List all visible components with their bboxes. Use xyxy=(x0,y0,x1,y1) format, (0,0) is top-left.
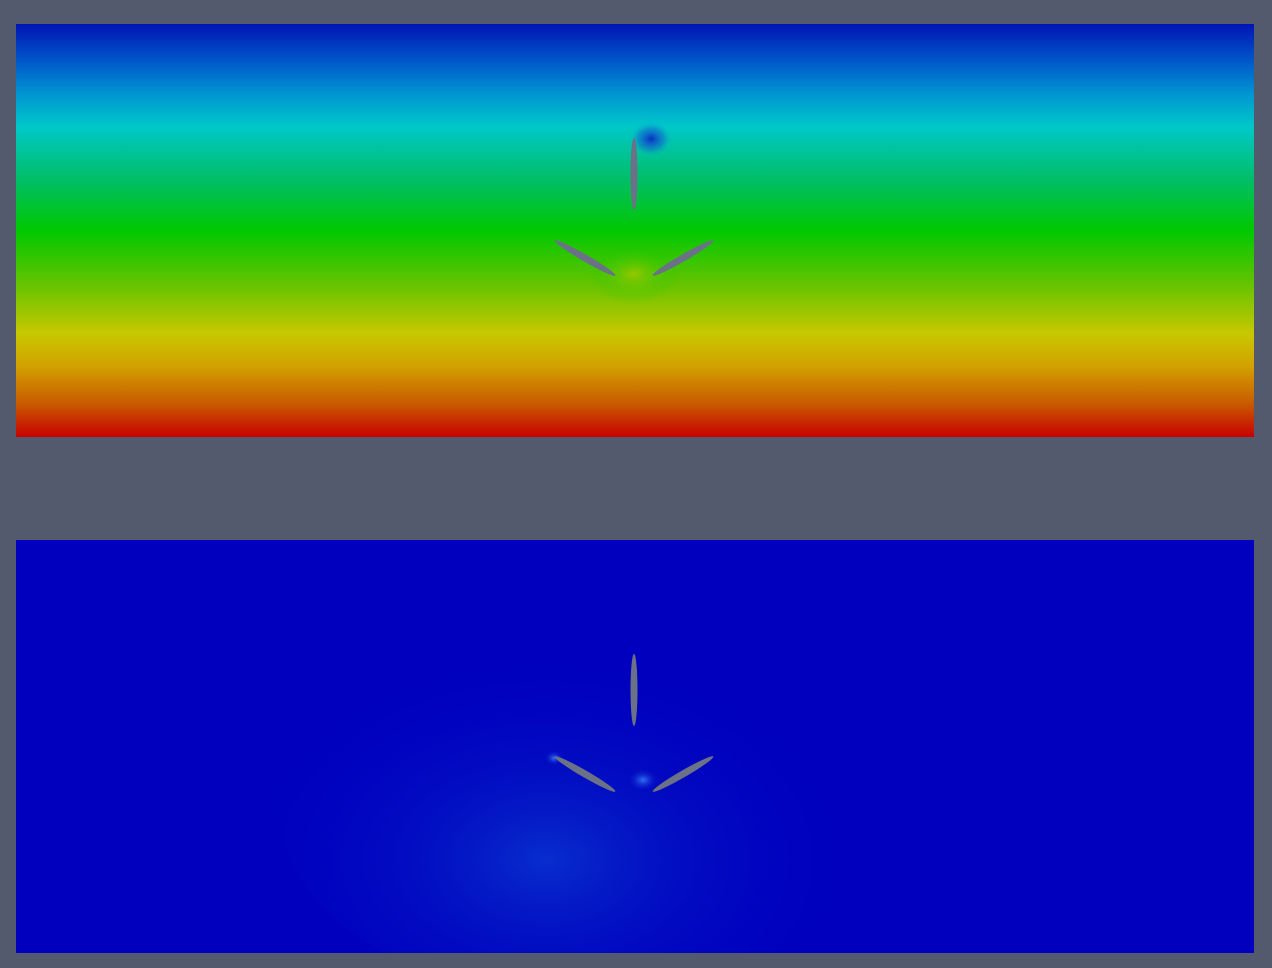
rotor-blades xyxy=(554,654,714,792)
blade-top xyxy=(630,654,638,726)
lower-field-view[interactable] xyxy=(16,540,1254,953)
left-tip-glow xyxy=(544,750,564,766)
upper-field-canvas xyxy=(16,24,1254,437)
blade-right xyxy=(652,756,714,792)
lower-field-canvas xyxy=(16,540,1254,953)
blade-right xyxy=(652,240,714,276)
blade-left xyxy=(554,240,616,276)
rotor-blades xyxy=(554,138,714,276)
blade-top xyxy=(630,138,638,210)
tip-vortex xyxy=(629,121,673,157)
upper-field-view[interactable] xyxy=(16,24,1254,437)
blade-left xyxy=(554,756,616,792)
hub-glow xyxy=(627,768,659,792)
hub-region xyxy=(589,244,679,304)
wake-region xyxy=(276,600,876,953)
pressure-field-gradient xyxy=(16,24,1254,437)
